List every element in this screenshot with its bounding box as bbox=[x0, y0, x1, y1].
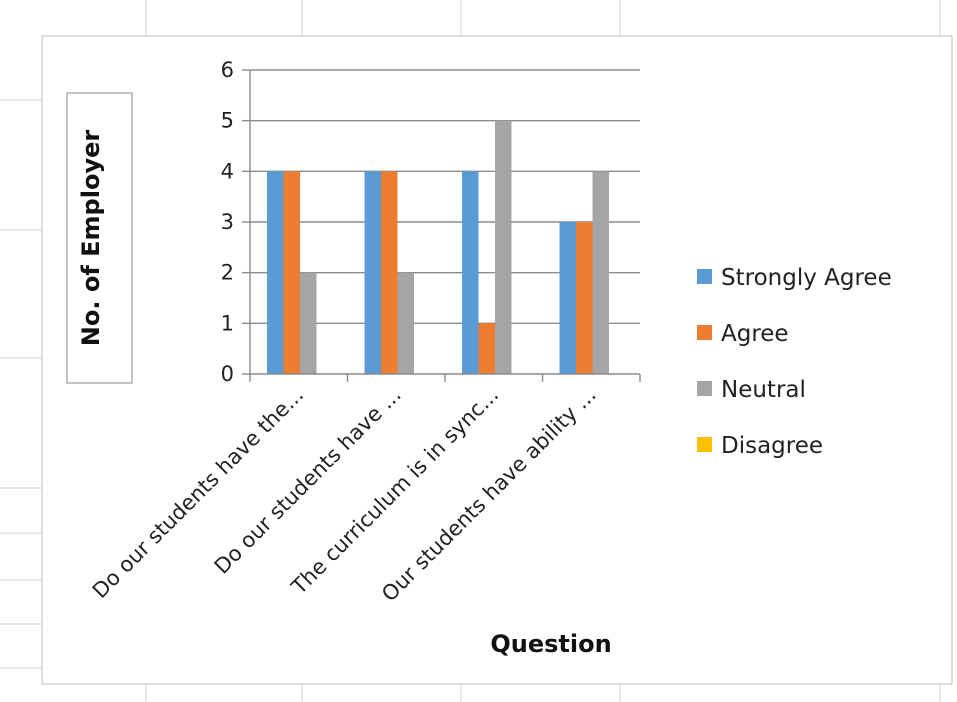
y-tick-label: 3 bbox=[221, 210, 234, 234]
bar-strongly-agree[interactable] bbox=[267, 171, 284, 374]
y-tick-label: 4 bbox=[221, 159, 234, 183]
y-tick-label: 1 bbox=[221, 311, 234, 335]
y-axis-title: No. of Employer bbox=[77, 130, 105, 347]
y-tick-label: 5 bbox=[221, 109, 234, 133]
legend-swatch bbox=[697, 325, 712, 340]
bar-neutral[interactable] bbox=[397, 272, 415, 374]
bar-neutral[interactable] bbox=[495, 120, 512, 375]
legend-swatch bbox=[697, 381, 712, 396]
x-axis-title: Question bbox=[490, 630, 611, 658]
bar-agree[interactable] bbox=[478, 323, 496, 374]
legend-label[interactable]: Disagree bbox=[721, 433, 823, 459]
legend-swatch bbox=[697, 269, 712, 284]
legend[interactable]: Strongly Agree Agree Neutral Disagree bbox=[697, 265, 892, 459]
legend-label[interactable]: Strongly Agree bbox=[721, 265, 892, 291]
legend-label[interactable]: Neutral bbox=[721, 377, 806, 403]
y-tick-label: 0 bbox=[221, 362, 234, 386]
bar-strongly-agree[interactable] bbox=[364, 171, 382, 374]
y-tick-label: 6 bbox=[221, 58, 234, 82]
bar-strongly-agree[interactable] bbox=[462, 171, 479, 374]
y-tick-label: 2 bbox=[221, 261, 234, 285]
bar-agree[interactable] bbox=[576, 222, 593, 374]
bar-neutral[interactable] bbox=[300, 272, 317, 374]
y-axis-ticks: 0 1 2 3 4 5 6 bbox=[221, 58, 251, 386]
legend-label[interactable]: Agree bbox=[721, 321, 789, 347]
bars bbox=[267, 120, 610, 375]
bar-neutral[interactable] bbox=[592, 171, 610, 374]
bar-agree[interactable] bbox=[381, 171, 398, 374]
bar-agree[interactable] bbox=[283, 171, 301, 374]
legend-swatch bbox=[697, 437, 712, 452]
x-axis-ticks bbox=[249, 374, 641, 382]
y-axis-title-box bbox=[66, 92, 133, 384]
bar-strongly-agree[interactable] bbox=[559, 222, 577, 374]
